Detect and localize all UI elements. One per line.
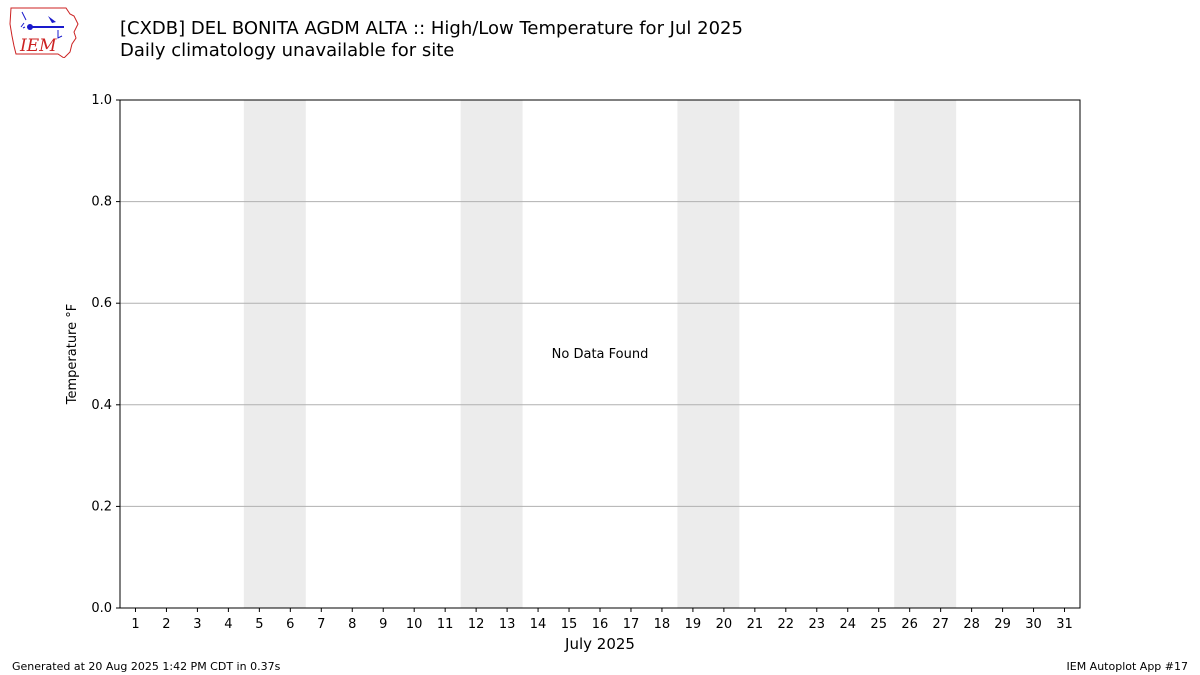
x-tick-label: 5 xyxy=(255,617,263,632)
x-tick-label: 31 xyxy=(1056,617,1073,632)
y-tick-label: 0.2 xyxy=(91,499,112,514)
x-tick-label: 30 xyxy=(1025,617,1042,632)
x-tick-label: 24 xyxy=(839,617,856,632)
no-data-annotation: No Data Found xyxy=(552,347,649,362)
x-tick-label: 26 xyxy=(901,617,918,632)
x-tick-label: 14 xyxy=(530,617,547,632)
y-tick-label: 0.8 xyxy=(91,195,112,210)
x-tick-label: 16 xyxy=(592,617,609,632)
y-tick-label: 0.0 xyxy=(91,601,112,616)
iowa-outline-icon xyxy=(9,7,79,58)
x-tick-label: 7 xyxy=(317,617,325,632)
weekend-band xyxy=(460,100,523,608)
x-tick-label: 12 xyxy=(468,617,485,632)
y-tick-label: 0.4 xyxy=(91,398,112,413)
plot-frame xyxy=(119,99,1081,609)
y-axis-label: Temperature °F xyxy=(65,304,80,405)
x-tick-label: 20 xyxy=(716,617,733,632)
x-tick-label: 3 xyxy=(193,617,201,632)
weekend-band xyxy=(243,100,306,608)
x-tick-label: 11 xyxy=(437,617,454,632)
weekend-band xyxy=(894,100,957,608)
x-tick-label: 9 xyxy=(379,617,387,632)
chart-title: [CXDB] DEL BONITA AGDM ALTA :: High/Low … xyxy=(120,18,743,39)
x-tick-label: 27 xyxy=(932,617,949,632)
app-label: IEM Autoplot App #17 xyxy=(1066,660,1189,673)
x-tick-label: 22 xyxy=(778,617,795,632)
x-tick-label: 8 xyxy=(348,617,356,632)
x-tick-label: 15 xyxy=(561,617,578,632)
weekend-band xyxy=(677,100,740,608)
x-axis-label: July 2025 xyxy=(564,635,635,653)
y-tick-label: 1.0 xyxy=(91,93,112,108)
x-tick-label: 4 xyxy=(224,617,232,632)
y-tick-label: 0.6 xyxy=(91,296,112,311)
x-tick-label: 28 xyxy=(963,617,980,632)
x-tick-label: 21 xyxy=(747,617,764,632)
logo-text: IEM xyxy=(19,36,57,56)
x-tick-label: 13 xyxy=(499,617,516,632)
x-tick-label: 6 xyxy=(286,617,294,632)
x-tick-label: 1 xyxy=(131,617,139,632)
x-tick-label: 29 xyxy=(994,617,1011,632)
x-tick-label: 19 xyxy=(685,617,702,632)
generated-timestamp: Generated at 20 Aug 2025 1:42 PM CDT in … xyxy=(12,660,281,673)
x-tick-label: 2 xyxy=(162,617,170,632)
x-tick-label: 18 xyxy=(654,617,671,632)
x-tick-label: 25 xyxy=(870,617,887,632)
x-tick-label: 23 xyxy=(809,617,826,632)
chart-subtitle: Daily climatology unavailable for site xyxy=(120,40,455,61)
station-dot-icon xyxy=(27,24,33,30)
x-tick-label: 17 xyxy=(623,617,640,632)
x-tick-label: 10 xyxy=(406,617,423,632)
iem-logo: IEM xyxy=(9,7,79,58)
